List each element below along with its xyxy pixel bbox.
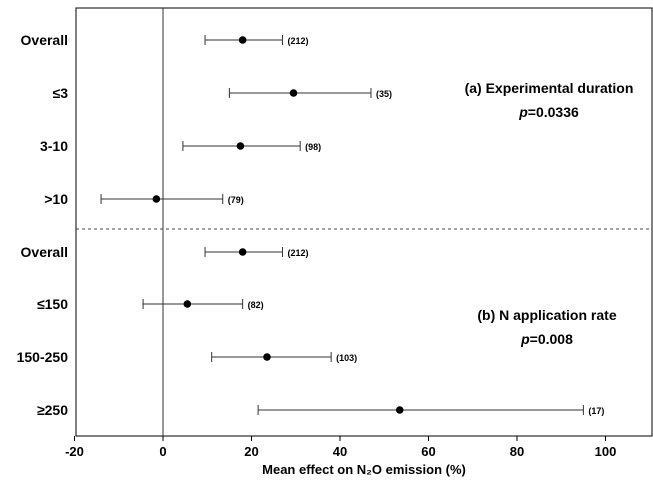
x-axis: -20 0 20 40 60 80 100 [65,436,616,459]
x-tick-label: 60 [421,444,435,459]
forest-rows: Overall (212) ≤3 (35) 3-10 (98) >10 (79) Overall… [17,32,605,418]
forest-row: Overall (212) [21,32,309,48]
x-tick-label: 100 [595,444,617,459]
forest-row: ≤3 (35) [53,85,392,101]
forest-row: ≥250 (17) [37,402,604,418]
row-label: Overall [21,244,68,260]
row-label: Overall [21,32,68,48]
x-tick-label: -20 [65,444,84,459]
x-tick-label: 20 [244,444,258,459]
forest-row: 150-250 (103) [17,349,358,365]
sample-size-label: (17) [588,406,604,416]
sample-size-label: (212) [287,36,308,46]
panel-a-p-value: p=0.0336 [518,104,579,120]
row-label: 3-10 [40,138,68,154]
panel-a-title: (a) Experimental duration [465,80,634,96]
forest-row: ≤150 (82) [37,296,264,312]
sample-size-label: (103) [336,353,357,363]
sample-size-label: (79) [228,195,244,205]
row-label: ≤150 [37,296,68,312]
row-label: >10 [44,191,68,207]
mean-effect-point [183,300,192,308]
row-label: ≤3 [53,85,69,101]
row-label: ≥250 [37,402,68,418]
sample-size-label: (212) [287,248,308,258]
sample-size-label: (35) [376,89,392,99]
mean-effect-point [395,406,404,414]
sample-size-label: (98) [305,142,321,152]
mean-effect-point [289,89,298,97]
x-tick-label: 40 [333,444,347,459]
x-tick-label: 80 [510,444,524,459]
mean-effect-point [238,248,247,256]
mean-effect-point [152,195,161,203]
plot-frame [75,7,653,437]
x-axis-label: Mean effect on N₂O emission (%) [262,462,466,477]
x-tick-label: 0 [159,444,166,459]
forest-row: Overall (212) [21,244,309,260]
panel-b-p-value: p=0.008 [520,331,573,347]
sample-size-label: (82) [248,300,264,310]
mean-effect-point [263,353,271,361]
row-label: 150-250 [17,349,69,365]
mean-effect-point [236,142,245,150]
forest-row: 3-10 (98) [40,138,321,154]
mean-effect-point [238,36,247,44]
forest-row: >10 (79) [44,191,244,207]
panel-b-title: (b) N application rate [477,307,616,323]
